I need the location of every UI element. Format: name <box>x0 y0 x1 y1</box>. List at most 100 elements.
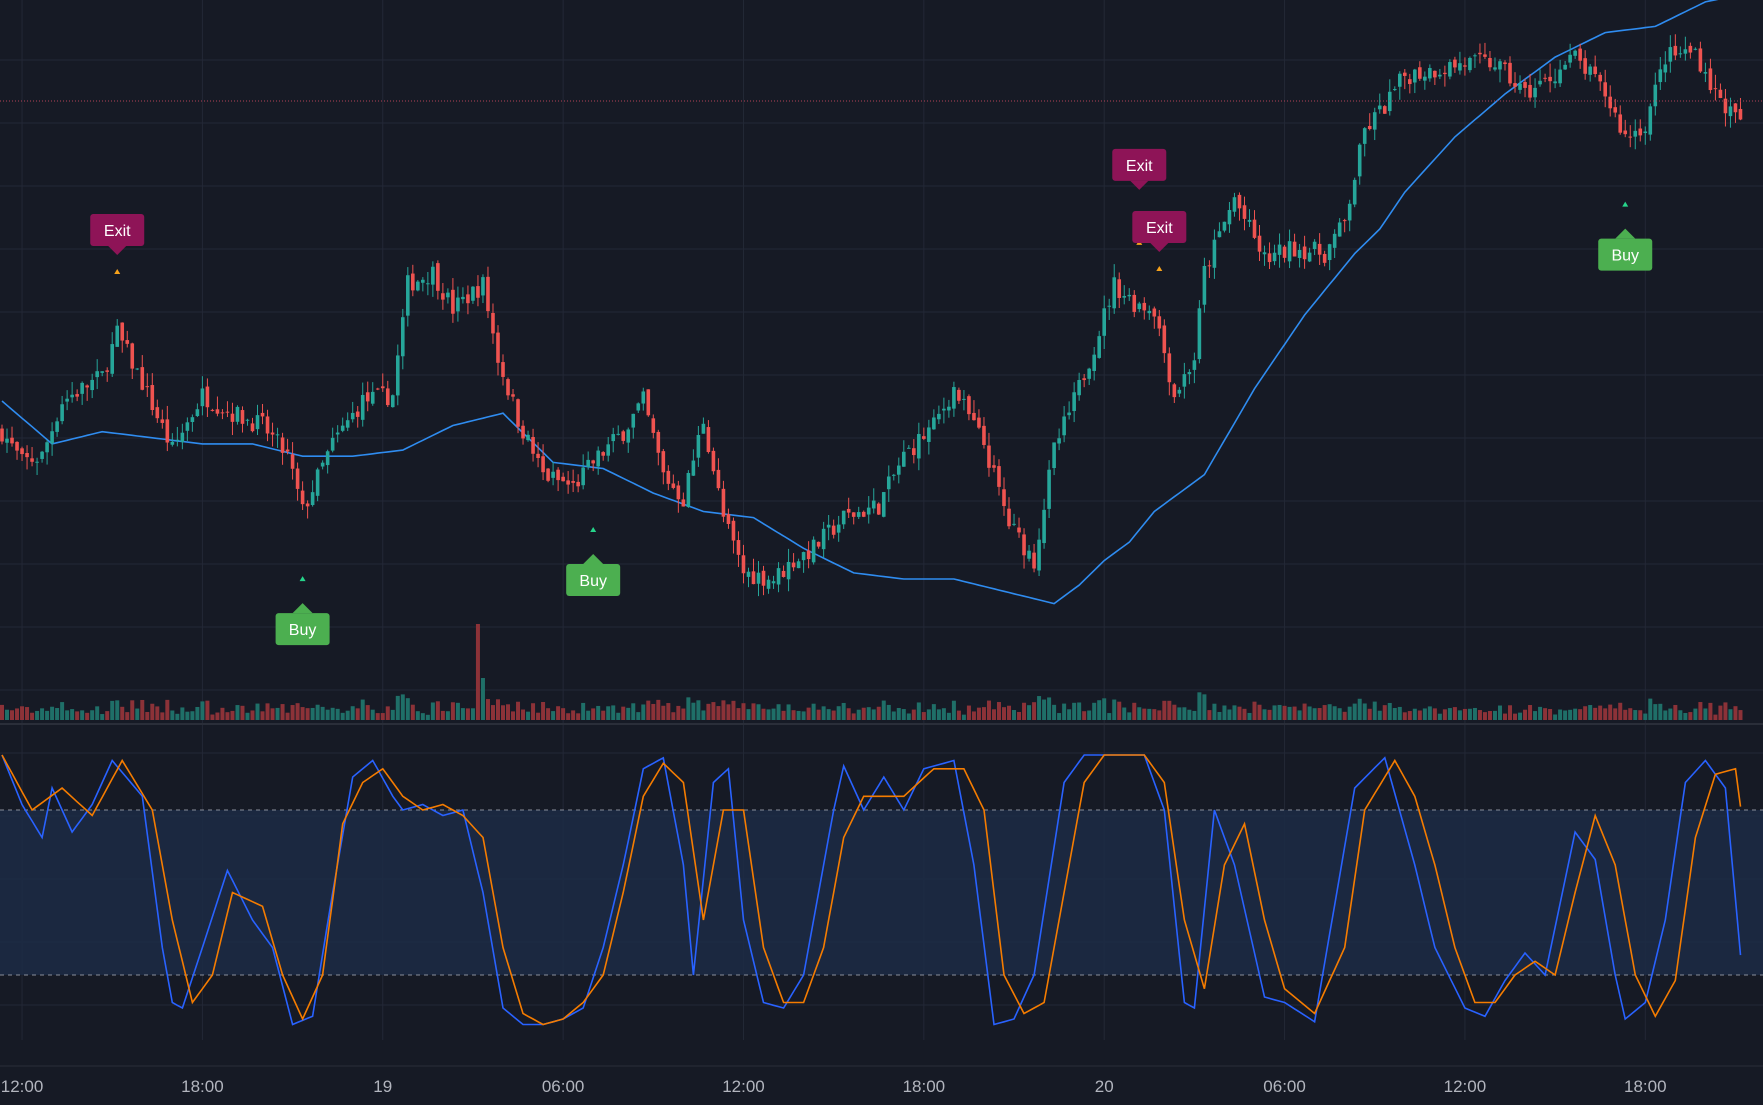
candle-body <box>1047 469 1051 509</box>
volume-bars <box>0 624 1743 720</box>
volume-bar <box>130 700 135 720</box>
candle-body <box>1282 246 1287 258</box>
candle-body <box>1122 295 1127 298</box>
volume-bar <box>1332 706 1337 720</box>
exit-arrow <box>1130 180 1149 190</box>
buy-signal[interactable]: Buy <box>566 527 621 597</box>
volume-bar <box>541 702 546 720</box>
candle-body <box>1533 87 1537 98</box>
candle-body <box>796 561 801 569</box>
volume-bar <box>1067 709 1072 720</box>
candle-body <box>1002 489 1006 507</box>
candlestick-series[interactable] <box>0 34 1743 597</box>
candle-body <box>75 394 79 397</box>
candle-body <box>1483 54 1487 57</box>
candle-body <box>686 472 691 507</box>
volume-bar <box>395 695 400 720</box>
candle-body <box>846 508 851 513</box>
exit-label: Exit <box>104 223 131 240</box>
volume-bar <box>60 702 65 720</box>
volume-bar <box>185 711 190 720</box>
candle-body <box>1603 82 1607 97</box>
candle-body <box>651 418 656 433</box>
volume-bar <box>1072 702 1077 720</box>
volume-bar <box>1062 703 1067 720</box>
exit-signal[interactable]: Exit <box>1132 210 1187 271</box>
candle-body <box>1703 72 1708 74</box>
candle-body <box>937 413 941 420</box>
candle-body <box>511 394 515 397</box>
volume-bar <box>10 710 15 720</box>
volume-bar <box>771 708 776 720</box>
candle-body <box>871 500 876 509</box>
volume-bar <box>1212 703 1217 720</box>
candle-body <box>952 387 956 409</box>
candle-body <box>761 570 766 586</box>
candle-body <box>1307 252 1312 262</box>
candle-body <box>1568 54 1572 63</box>
candle-body <box>1377 105 1382 110</box>
volume-bar <box>110 700 115 720</box>
candle-body <box>1337 222 1342 237</box>
volume-bar <box>936 709 941 720</box>
candle-body <box>1247 219 1252 222</box>
stochastic-oscillator <box>1 754 1742 1026</box>
buy-signal[interactable]: Buy <box>1598 201 1653 271</box>
exit-signal[interactable]: Exit <box>1112 148 1167 245</box>
candle-body <box>110 344 115 374</box>
candle-body <box>115 325 120 347</box>
volume-bar <box>1543 708 1548 720</box>
volume-bar <box>711 702 716 720</box>
volume-bar <box>671 712 676 720</box>
volume-bar <box>821 706 826 720</box>
volume-bar <box>350 706 355 720</box>
volume-bar <box>30 712 35 720</box>
volume-bar <box>896 707 901 720</box>
volume-bar <box>981 707 986 720</box>
volume-bar <box>876 706 881 720</box>
volume-bar <box>1578 709 1583 720</box>
volume-bar <box>440 710 445 720</box>
volume-bar <box>1047 697 1052 720</box>
buy-signal[interactable]: Buy <box>275 576 330 646</box>
candle-body <box>205 386 210 408</box>
candle-body <box>215 409 220 414</box>
volume-bar <box>380 713 385 720</box>
volume-bar <box>430 702 435 720</box>
signal-labels[interactable]: Exit Buy Buy Exit Exit Buy <box>90 148 1653 646</box>
volume-bar <box>1437 713 1442 720</box>
time-axis[interactable]: 12:00 18:00 19 06:00 12:00 18:00 20 06:00 12:00 1… <box>1 1077 1667 1096</box>
volume-bar <box>1447 708 1452 720</box>
candle-body <box>295 468 300 489</box>
volume-bar <box>1082 711 1087 720</box>
candle-body <box>1453 59 1457 68</box>
volume-bar <box>1558 709 1563 720</box>
candle-body <box>1708 68 1713 91</box>
candle-body <box>861 511 866 517</box>
volume-bar <box>1573 708 1578 720</box>
volume-bar <box>175 713 180 720</box>
candle-body <box>866 507 871 515</box>
candle-body <box>1668 47 1673 62</box>
volume-bar <box>1608 704 1613 720</box>
volume-bar <box>1137 707 1142 720</box>
candle-body <box>486 276 490 312</box>
candle-body <box>105 370 110 372</box>
candle-body <box>431 266 435 285</box>
volume-bar <box>300 707 305 720</box>
volume-bar <box>1678 710 1683 720</box>
volume-bar <box>971 711 976 720</box>
volume-bar <box>125 712 130 720</box>
volume-bar <box>340 712 345 720</box>
candle-body <box>1428 68 1432 79</box>
candle-body <box>60 404 64 422</box>
volume-bar <box>330 707 335 720</box>
volume-bar <box>1392 708 1397 720</box>
candle-body <box>1192 360 1197 370</box>
volume-bar <box>1723 702 1728 720</box>
candle-body <box>70 394 74 398</box>
exit-signal[interactable]: Exit <box>90 214 145 275</box>
candle-body <box>1678 53 1683 55</box>
volume-bar <box>90 710 95 720</box>
